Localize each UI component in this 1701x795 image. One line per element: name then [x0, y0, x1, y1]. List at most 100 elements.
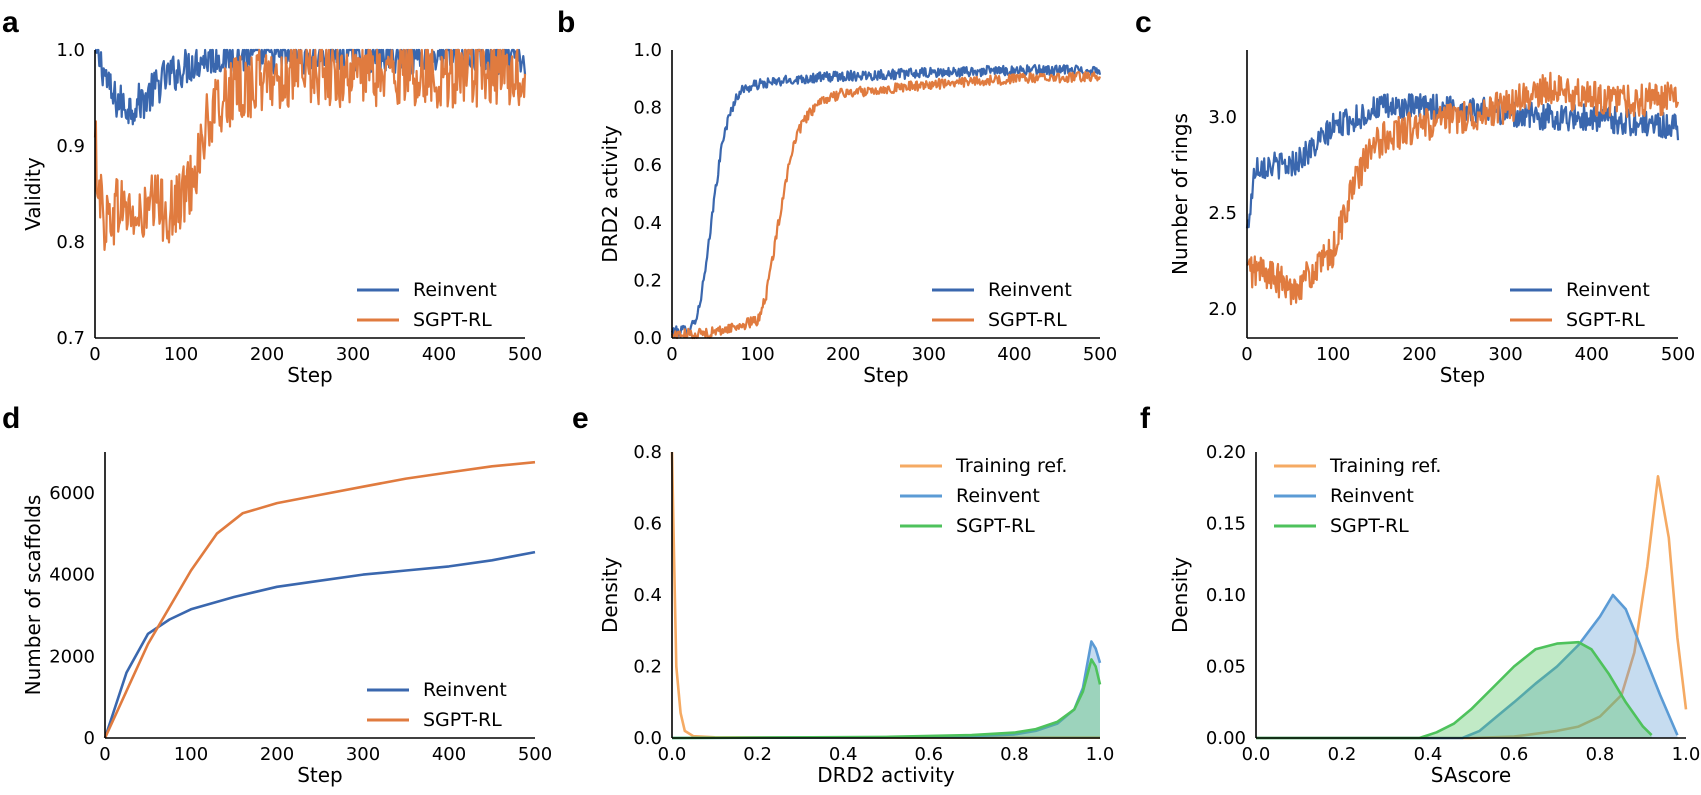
legend-label: Training ref.: [955, 455, 1067, 477]
x-tick-label: 100: [1316, 344, 1350, 365]
legend-label: Reinvent: [413, 279, 497, 301]
y-tick-label: 0.15: [1206, 514, 1246, 535]
chart-panel-d: d 0 100 200 300 400 500 0 2000 4000 6000 Step Number…: [2, 402, 552, 787]
panel-letter: d: [2, 402, 20, 435]
series-area-reinvent_kde: [672, 641, 1100, 738]
x-tick-label: 200: [260, 744, 294, 765]
y-tick-label: 0.9: [56, 136, 85, 157]
x-tick-label: 400: [1575, 344, 1609, 365]
series-line-reinvent: [670, 63, 1102, 338]
y-tick-label: 0.4: [633, 585, 662, 606]
y-tick-label: 0.00: [1206, 728, 1246, 749]
y-tick-label: 2.5: [1208, 203, 1237, 224]
series-line-sgpt: [93, 48, 527, 251]
y-axis-label: DRD2 activity: [598, 125, 622, 263]
y-tick-label: 0.8: [56, 232, 85, 253]
x-tick-label: 200: [826, 344, 860, 365]
x-tick-label: 300: [346, 744, 380, 765]
legend: Training ref. Reinvent SGPT-RL: [1274, 455, 1441, 537]
chart-panel-f: f 0.0 0.2 0.4 0.6 0.8 1.0 0.00 0.05 0.10 0.15 0.20 S…: [1140, 402, 1700, 787]
y-tick-label: 2.0: [1208, 299, 1237, 320]
x-tick-label: 0.2: [743, 744, 772, 765]
series-line-reinvent: [103, 550, 536, 739]
x-tick-label: 400: [997, 344, 1031, 365]
series-line-sgpt_kde: [1256, 640, 1653, 740]
legend: Reinvent SGPT-RL: [1510, 279, 1650, 331]
legend-label: Reinvent: [988, 279, 1072, 301]
series-area-reinvent_kde: [1256, 595, 1678, 738]
y-axis-label: Validity: [21, 157, 45, 231]
series-line-reinvent_kde: [1256, 593, 1679, 740]
x-tick-label: 400: [422, 344, 456, 365]
x-tick-label: 300: [912, 344, 946, 365]
x-axis-label: Step: [1440, 363, 1486, 387]
y-tick-label: 0.6: [633, 155, 662, 176]
chart-panel-b: b 0 100 200 300 400 500 0.0 0.2 0.4 0.6 0.8 1.0 Step D…: [557, 6, 1117, 387]
x-tick-label: 1.0: [1672, 744, 1701, 765]
x-tick-label: 0.8: [1586, 744, 1615, 765]
x-tick-label: 0.4: [829, 744, 858, 765]
chart-panel-a: a 0 100 200 300 400 500 0.7 0.8 0.9 1.0 Step Validit…: [2, 6, 542, 387]
series-line-sgpt: [670, 70, 1102, 340]
legend-label: Reinvent: [956, 485, 1040, 507]
x-tick-label: 100: [164, 344, 198, 365]
legend-label: Reinvent: [1566, 279, 1650, 301]
y-tick-label: 0.6: [633, 514, 662, 535]
series-line-sgpt: [103, 460, 536, 739]
legend-label: Reinvent: [423, 679, 507, 701]
y-tick-label: 0.10: [1206, 585, 1246, 606]
legend-label: SGPT-RL: [423, 709, 502, 731]
x-tick-label: 100: [174, 744, 208, 765]
x-tick-label: 300: [1488, 344, 1522, 365]
x-tick-label: 0: [99, 744, 110, 765]
x-tick-label: 0.8: [1000, 744, 1029, 765]
x-tick-label: 0.4: [1414, 744, 1443, 765]
chart-panel-c: c 0 100 200 300 400 500 2.0 2.5 3.0 Step Number of …: [1135, 6, 1695, 387]
x-tick-label: 300: [336, 344, 370, 365]
legend-label: Reinvent: [1330, 485, 1414, 507]
y-tick-label: 0: [84, 728, 95, 749]
legend-label: SGPT-RL: [413, 309, 492, 331]
y-tick-label: 6000: [49, 483, 95, 504]
y-tick-label: 2000: [49, 646, 95, 667]
legend: Reinvent SGPT-RL: [932, 279, 1072, 331]
y-tick-label: 3.0: [1208, 107, 1237, 128]
series-line-reinvent_kde: [671, 640, 1102, 740]
x-tick-label: 200: [250, 344, 284, 365]
x-axis-label: Step: [287, 363, 333, 387]
legend: Training ref. Reinvent SGPT-RL: [900, 455, 1067, 537]
series-line-reinvent: [1245, 93, 1680, 229]
x-tick-label: 1.0: [1086, 744, 1115, 765]
series-area-sgpt_kde: [672, 659, 1100, 738]
panel-letter: b: [557, 6, 575, 39]
legend: Reinvent SGPT-RL: [367, 679, 507, 731]
x-tick-label: 0.6: [914, 744, 943, 765]
y-tick-label: 0.20: [1206, 442, 1246, 463]
series-area-sgpt_kde: [1256, 642, 1652, 738]
x-tick-label: 0.2: [1328, 744, 1357, 765]
x-tick-label: 0: [666, 344, 677, 365]
y-tick-label: 0.0: [633, 728, 662, 749]
legend-label: SGPT-RL: [1330, 515, 1409, 537]
x-axis-label: DRD2 activity: [817, 763, 955, 787]
y-tick-label: 0.0: [633, 328, 662, 349]
y-tick-label: 0.4: [633, 213, 662, 234]
y-tick-label: 0.2: [633, 657, 662, 678]
panel-letter: a: [2, 6, 19, 39]
x-tick-label: 0.6: [1500, 744, 1529, 765]
x-tick-label: 400: [432, 744, 466, 765]
y-tick-label: 0.8: [633, 442, 662, 463]
series-line-sgpt: [1246, 71, 1680, 306]
legend-label: SGPT-RL: [1566, 309, 1645, 331]
y-tick-label: 4000: [49, 565, 95, 586]
panel-letter: c: [1135, 6, 1152, 39]
x-axis-label: SAscore: [1431, 763, 1512, 787]
legend-label: SGPT-RL: [956, 515, 1035, 537]
chart-panel-e: e 0.0 0.2 0.4 0.6 0.8 1.0 0.0 0.2 0.4 0.6 0.8 DRD2 a…: [572, 402, 1114, 787]
panel-letter: f: [1140, 402, 1151, 435]
x-tick-label: 500: [508, 344, 542, 365]
y-tick-label: 0.05: [1206, 657, 1246, 678]
x-tick-label: 500: [1661, 344, 1695, 365]
legend-label: SGPT-RL: [988, 309, 1067, 331]
